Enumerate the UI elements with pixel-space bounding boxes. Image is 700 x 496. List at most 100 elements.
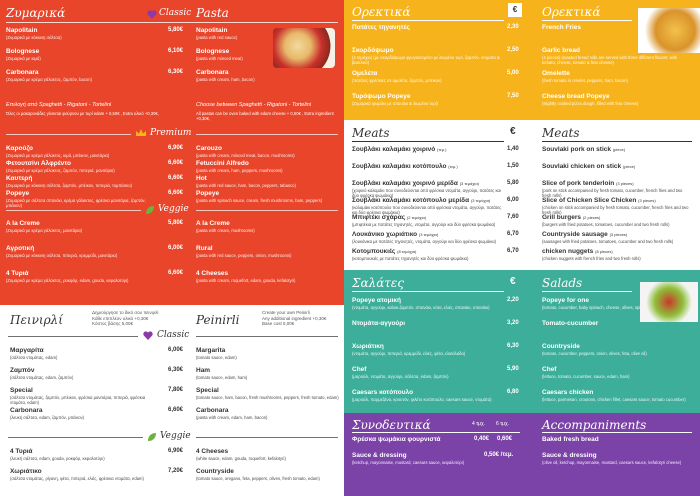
menu-item: Ham (tomato sauce, edam, ham) — [196, 367, 344, 380]
item-desc: (pork on stick accompanied by fresh toma… — [542, 187, 683, 198]
menu-item: Popeye (pasta with spinach sauce, cream, … — [196, 190, 344, 203]
item-name: Σκορδόψωμο — [352, 47, 502, 55]
menu-item: Καρούζο (Ζυμαρικά με κρέμα γάλακτος, κιμά… — [6, 145, 166, 158]
item-price: 7,50 — [507, 93, 519, 99]
accompaniments-english-title: Accompaniments — [542, 418, 647, 432]
item-desc: (tomato sauce, ham, bacon, fresh mushroo… — [196, 394, 339, 400]
item-name: 4 Cheeses — [196, 448, 229, 455]
item-desc: (pasta with cream, roquefort, edam, goud… — [196, 277, 296, 283]
item-name: Tomato-cucumber — [542, 320, 692, 328]
item-name-text: Popeye ατομική — [352, 297, 401, 304]
pasta-english-title: Pasta — [196, 6, 229, 20]
item-name: Ham — [196, 367, 211, 374]
item-desc: (tomato sauce, oregano, feta, peppers, o… — [196, 475, 320, 481]
item-name: Caesars κοτόπουλο — [352, 389, 502, 397]
item-price-6: 0,60€ — [497, 436, 513, 442]
menu-item: Bolognese (Ζυμαρικά με κιμά) — [6, 48, 166, 61]
item-desc: (πατάτες φρέσκιες σε ομελέτα, ζαμπόν, μπ… — [352, 77, 442, 83]
item-name: Napolitain — [196, 27, 228, 34]
item-desc: (chicken on stick accompanied by fresh t… — [542, 204, 689, 215]
menu-item-greek: Chef (μαρούλι, ντομάτα, αγγούρι, σάλτσα, … — [352, 366, 502, 379]
item-name: Hot — [196, 175, 207, 182]
menu-item: Μαργαρίτα (σάλτσα ντομάτας, edam) — [10, 347, 170, 360]
item-price: 6,00€ — [168, 245, 184, 251]
item-name: Slice of Chicken Slice Chicken (3 pieces… — [542, 197, 692, 205]
item-name: Carbonara — [196, 69, 229, 76]
item-price: 3,20 — [507, 320, 519, 326]
note-line-3: Κόστος βάσης 5,00€ — [92, 321, 134, 326]
choose-greek: Επιλογή από Spaghetti - Rigatoni - Torte… — [6, 102, 112, 108]
item-desc: (λουκάνικα με πατάτες τηγανητές, ντομάτα… — [352, 238, 497, 244]
item-desc: (σάλτσα ντομάτας, ρίγανη, φέτα, πιπεριά,… — [10, 475, 144, 481]
note-line-1: Create your own Peinirli — [262, 310, 310, 315]
item-name: Cheese bread Popeye — [542, 93, 692, 101]
item-tag: (3 pieces) — [638, 198, 656, 203]
item-name: Ζαμπόν — [10, 367, 35, 374]
item-name: Μπιφτέκι σχάρας (2 τεμάχια) — [352, 214, 502, 222]
menu-item-greek: Popeye ατομική (ντομάτα, αγγούρι, καλοκ.ζ… — [352, 297, 502, 310]
item-name: Caesars chicken — [542, 389, 692, 397]
item-desc: (λευκή σάλτσα, edam, ζαμπόν, μπέικον) — [10, 414, 85, 420]
item-desc: (tomato, cucumber, baby spinach, cheese,… — [542, 304, 651, 310]
item-price: 5,00 — [507, 70, 519, 76]
title-divider — [542, 432, 692, 433]
item-tag: (2 pieces) — [582, 215, 601, 220]
title-divider — [352, 141, 504, 142]
item-desc: (pasta with red sauce, ham, bacon, peppe… — [196, 182, 296, 188]
item-price: 5,90 — [507, 366, 519, 372]
item-tag: (8 pieces) — [595, 249, 613, 254]
item-name: Souvlaki chicken on stick (piece) — [542, 163, 692, 171]
menu-item-english: Garlic bread (4 pieces) (toasted bread ro… — [542, 47, 692, 65]
choose-english-note: All pastas can be oven baked with edam c… — [196, 111, 334, 121]
menu-item: Αγροτική (Ζυμαρικά με κόκκινη σάλτσα, πιπ… — [6, 245, 166, 258]
item-name: Garlic bread — [542, 47, 692, 55]
veggie-label: Veggie — [158, 204, 189, 214]
item-price: 1,50 — [507, 163, 519, 169]
item-name-text: Grill burgers — [542, 214, 582, 221]
meats-greek-title: Meats — [352, 126, 390, 140]
item-tag: (τεμ.) — [448, 164, 458, 169]
item-desc: (καλαμάκι κοτόπουλο που συνοδεύονται από… — [352, 204, 502, 215]
item-price: 7,60 — [507, 214, 519, 220]
item-name-text: Τυρόψωμο Popeye — [352, 93, 411, 100]
title-divider — [352, 20, 504, 21]
menu-item-greek: Κοτομπουκιές (8 τεμάχια) (κοτομπουκιές με… — [352, 248, 502, 261]
salads-greek-title: Σαλάτες — [352, 276, 405, 290]
item-name-text: Σουβλάκι καλαμάκι κοτόπουλο — [352, 163, 447, 170]
title-divider — [352, 291, 504, 292]
item-name: Φετουτσίνι Αλφρέντο — [6, 160, 71, 167]
menu-item: Carbonara (pasta with cream, ham, bacon) — [196, 69, 344, 82]
item-name: Popeye — [196, 190, 220, 197]
item-tag: (3 pieces) — [616, 181, 634, 186]
note-line-2: Κάθε επιπλέον υλικό +0,30€ — [92, 315, 149, 321]
item-desc: (pasta with cream, ham, bacon) — [196, 76, 255, 82]
menu-item: Carbonara (Ζυμαρικά με κρέμα γάλακτος, ζα… — [6, 69, 166, 82]
item-desc: (κοτομπουκιές με πατάτες τηγανητές και δ… — [352, 255, 469, 261]
item-price: 6,60€ — [168, 160, 184, 166]
item-name-text: Souvlaki pork on stick — [542, 146, 611, 153]
item-name-text: Ντομάτα-αγγούρι — [352, 320, 406, 327]
pasta-panel: Ζυμαρικά Classic Pasta Napolitain (Ζυμαρι… — [0, 0, 344, 305]
item-desc: (tomato sauce, edam, ham) — [196, 374, 248, 380]
menu-item-greek: Sauce & dressing (ketchup, mayonnaise, mu… — [352, 452, 470, 465]
item-name-text: Cheese bread Popeye — [542, 93, 610, 100]
item-name: Bolognese — [6, 48, 40, 55]
peinirli-greek-note: Δημιούργησε το δικό σου πεινιρλί Κάθε επ… — [92, 310, 158, 327]
item-name: Καρούζο — [6, 145, 33, 152]
menu-item: Margarita (tomato sauce, edam) — [196, 347, 344, 360]
menu-item-greek: Σουβλάκι καλαμάκι χοιρινό μερίδα (3 τεμά… — [352, 180, 502, 198]
menu-item-greek: Caesars κοτόπουλο (μαρούλι, παρμεζάνα, κρ… — [352, 389, 502, 402]
item-name: Κοτομπουκιές (8 τεμάχια) — [352, 248, 502, 256]
item-name: Slice of pork tenderloin (3 pieces) — [542, 180, 692, 188]
peinirli-panel: Πεινιρλί Δημιούργησε το δικό σου πεινιρλ… — [0, 305, 344, 496]
salad-photo — [640, 282, 698, 322]
meats-english-title: Meats — [542, 126, 580, 140]
item-desc: (μαρούλι, ντομάτα, αγγούρι, σάλτσα, edam… — [352, 373, 449, 379]
item-desc: (pasta with cream, edam, ham, bacon) — [196, 414, 268, 420]
item-name: Special — [10, 387, 33, 394]
item-name-text: Σουβλάκι καλαμάκι κοτόπουλο μερίδα — [352, 197, 470, 204]
salads-english-title: Salads — [542, 276, 583, 290]
item-price-4: 0,40€ — [474, 436, 490, 442]
title-divider — [542, 20, 632, 21]
menu-item: Carouzo (pasta with cream, minced meat, b… — [196, 145, 344, 158]
